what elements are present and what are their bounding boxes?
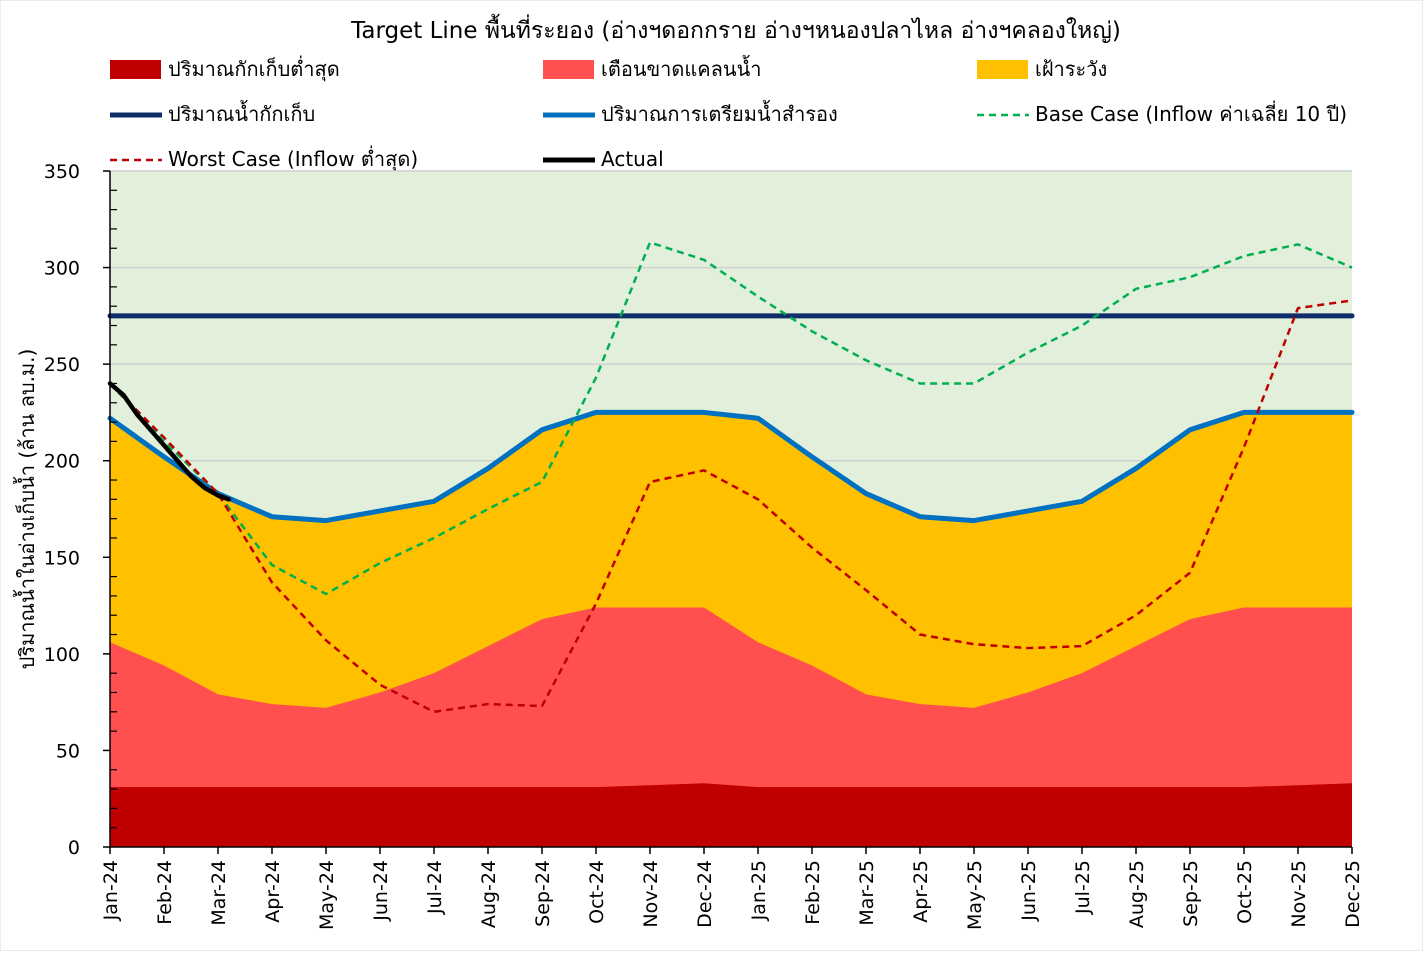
x-tick-label-19: Aug-25 <box>1126 860 1148 928</box>
x-tick-label-10: Nov-24 <box>640 860 662 928</box>
y-tick-label-0: 0 <box>68 837 80 859</box>
legend-label-5: Base Case (Inflow ค่าเฉลี่ย 10 ปี) <box>1035 100 1347 126</box>
y-tick-label-250: 250 <box>44 354 80 376</box>
x-tick-label-16: May-25 <box>964 860 986 930</box>
x-tick-label-22: Nov-25 <box>1288 860 1310 928</box>
legend-swatch-0 <box>110 60 161 79</box>
legend-item-0: ปริมาณกักเก็บต่ำสุด <box>110 55 340 82</box>
x-tick-label-14: Mar-25 <box>856 860 878 926</box>
legend-item-2: เฝ้าระวัง <box>977 57 1107 81</box>
x-tick-label-13: Feb-25 <box>802 860 824 925</box>
x-tick-label-5: Jun-24 <box>370 860 392 922</box>
y-tick-label-350: 350 <box>44 161 80 183</box>
chart-title: Target Line พื้นที่ระยอง (อ่างฯดอกกราย อ… <box>350 14 1121 44</box>
legend-label-7: Actual <box>601 147 664 171</box>
x-tick-label-8: Sep-24 <box>532 860 554 927</box>
line-series-7 <box>107 381 232 502</box>
x-tick-label-1: Feb-24 <box>154 860 176 925</box>
legend: ปริมาณกักเก็บต่ำสุด เตือนขาดแคลนน้ำ เฝ้าระ… <box>110 55 1347 172</box>
legend-swatch-1 <box>543 60 594 79</box>
x-tick-label-9: Oct-24 <box>586 860 608 924</box>
line-series-6 <box>109 299 1353 714</box>
x-tick-label-21: Oct-25 <box>1234 860 1256 924</box>
legend-label-2: เฝ้าระวัง <box>1035 57 1107 81</box>
x-tick-label-3: Apr-24 <box>262 860 284 923</box>
x-tick-label-7: Aug-24 <box>478 860 500 928</box>
y-tick-label-200: 200 <box>44 451 80 473</box>
x-tick-label-0: Jan-24 <box>100 860 122 921</box>
legend-label-6: Worst Case (Inflow ต่ำสุด) <box>168 145 418 172</box>
legend-item-6: Worst Case (Inflow ต่ำสุด) <box>110 145 418 172</box>
x-tick-label-6: Jul-24 <box>424 860 446 915</box>
y-tick-label-100: 100 <box>44 644 80 666</box>
legend-label-1: เตือนขาดแคลนน้ำ <box>601 55 762 81</box>
legend-label-4: ปริมาณการเตรียมน้ำสำรอง <box>601 100 838 126</box>
legend-label-3: ปริมาณน้ำกักเก็บ <box>168 100 315 126</box>
legend-item-1: เตือนขาดแคลนน้ำ <box>543 55 762 81</box>
x-tick-label-4: May-24 <box>316 860 338 930</box>
x-tick-label-15: Apr-25 <box>910 860 932 923</box>
x-tick-label-23: Dec-25 <box>1342 860 1364 928</box>
x-tick-label-20: Sep-25 <box>1180 860 1202 927</box>
x-tick-label-18: Jul-25 <box>1072 860 1094 915</box>
axes: 0 50 100 150 200 250 300 350 Jan-24 Feb-24 Mar-24 A… <box>44 161 1364 930</box>
x-tick-label-11: Dec-24 <box>694 860 716 928</box>
legend-item-7: Actual <box>543 147 664 171</box>
area-series <box>110 412 1352 847</box>
line-series <box>107 241 1355 714</box>
legend-label-0: ปริมาณกักเก็บต่ำสุด <box>168 55 340 82</box>
legend-item-5: Base Case (Inflow ค่าเฉลี่ย 10 ปี) <box>977 100 1347 126</box>
x-tick-label-12: Jan-25 <box>748 860 770 921</box>
y-tick-label-300: 300 <box>44 258 80 280</box>
legend-item-3: ปริมาณน้ำกักเก็บ <box>110 100 315 126</box>
legend-swatch-2 <box>977 60 1028 79</box>
area-series-2 <box>110 783 1352 847</box>
y-tick-label-150: 150 <box>44 547 80 569</box>
line-series-5 <box>109 241 1353 596</box>
y-axis-label: ปริมาณน้ำในอ่างเก็บน้ำ (ล้าน ลบ.ม.) <box>13 349 39 670</box>
x-tick-label-2: Mar-24 <box>208 860 230 926</box>
y-tick-label-50: 50 <box>56 740 80 762</box>
line-series-4 <box>107 409 1355 524</box>
x-tick-label-17: Jun-25 <box>1018 860 1040 922</box>
legend-item-4: ปริมาณการเตรียมน้ำสำรอง <box>543 100 838 126</box>
